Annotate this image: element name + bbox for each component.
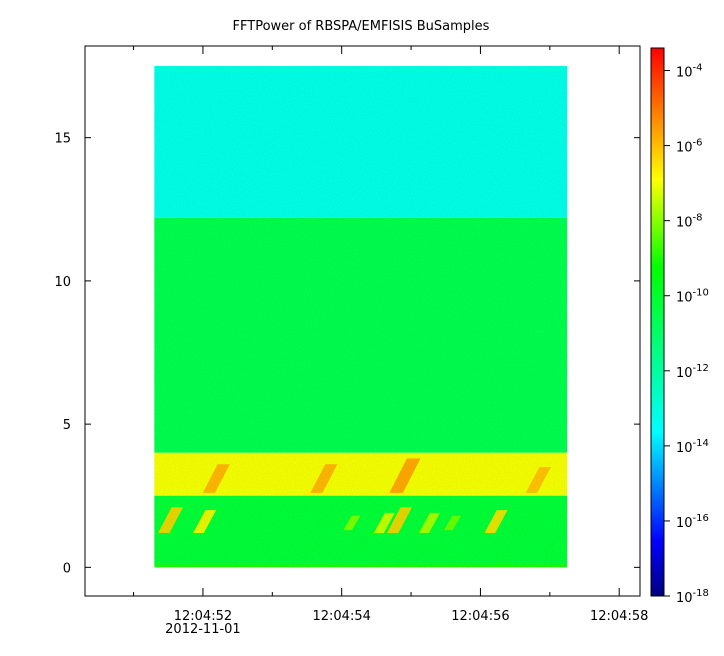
x-tick-label: 12:04:58 bbox=[590, 609, 648, 624]
x-tick-label: 12:04:56 bbox=[451, 609, 509, 624]
colorbar-tick-label: 10-6 bbox=[676, 138, 703, 156]
heatmap-band bbox=[154, 217, 568, 453]
emission-burst bbox=[418, 512, 440, 533]
colorbar-ticks: 10-4 10-6 10-8 10-10 10-12 10-14 10-16 10-18 bbox=[664, 63, 709, 606]
x-date-label: 2012-11-01 bbox=[165, 622, 241, 637]
x-tick-label: 12:04:52 bbox=[174, 609, 232, 624]
emission-burst bbox=[158, 507, 184, 533]
heatmap-band bbox=[154, 495, 568, 565]
emission-burst bbox=[389, 458, 421, 493]
heatmap-area bbox=[154, 66, 568, 568]
colorbar bbox=[650, 47, 665, 597]
emission-burst bbox=[202, 464, 230, 493]
colorbar-tick-label: 10-12 bbox=[676, 363, 709, 381]
colorbar-tick-label: 10-18 bbox=[676, 588, 709, 606]
emission-burst bbox=[310, 464, 338, 493]
emission-burst bbox=[484, 510, 508, 533]
chart-title: FFTPower of RBSPA/EMFISIS BuSamples bbox=[233, 19, 490, 34]
heatmap-band bbox=[154, 564, 568, 568]
colorbar-tick-label: 10-10 bbox=[676, 288, 709, 306]
x-tick-label: 12:04:54 bbox=[312, 609, 370, 624]
y-tick-label: 15 bbox=[54, 132, 71, 147]
emission-burst bbox=[525, 467, 551, 493]
emission-burst bbox=[373, 512, 395, 533]
y-tick-label: 10 bbox=[54, 275, 71, 290]
heatmap-band bbox=[154, 66, 568, 218]
y-tick-label: 0 bbox=[63, 561, 71, 576]
colorbar-tick-label: 10-14 bbox=[676, 438, 709, 456]
colorbar-tick-label: 10-4 bbox=[676, 63, 703, 81]
emission-burst bbox=[443, 515, 461, 531]
emission-burst bbox=[193, 510, 217, 533]
y-tick-label: 5 bbox=[63, 418, 71, 433]
colorbar-tick-label: 10-8 bbox=[676, 213, 703, 231]
emission-burst bbox=[386, 507, 413, 533]
colorbar-tick-label: 10-16 bbox=[676, 513, 709, 531]
emission-burst bbox=[343, 515, 361, 531]
